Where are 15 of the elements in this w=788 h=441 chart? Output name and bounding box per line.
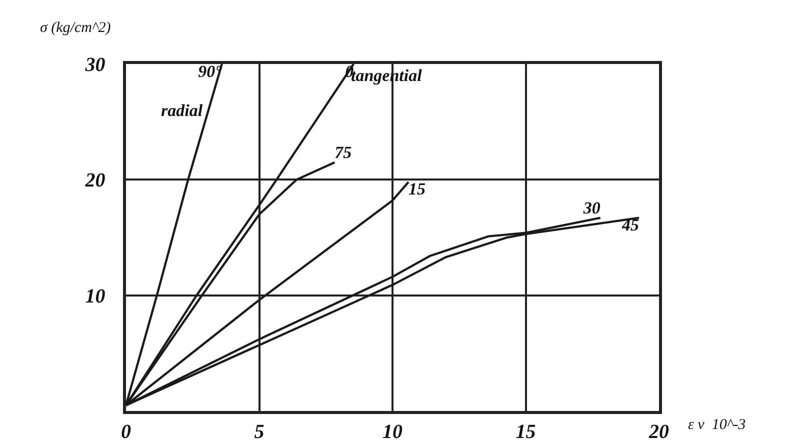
x-tick-label: 15: [516, 420, 536, 441]
x-tick-label: 20: [648, 420, 669, 441]
y-axis-title: σ (kg/cm^2): [40, 20, 111, 36]
x-axis-title: ε v 10^-3: [688, 417, 746, 433]
series-label: 75: [334, 143, 352, 162]
series-label: 15: [408, 180, 426, 199]
x-tick-label: 5: [254, 420, 264, 441]
y-tick-label: 10: [85, 285, 106, 308]
annotation: radial: [161, 101, 203, 120]
x-tick-label: 0: [121, 420, 131, 441]
series-label: 30: [582, 198, 601, 218]
y-tick-label: 30: [84, 54, 106, 76]
series-label: 45: [621, 216, 640, 235]
x-tick-label: 10: [382, 420, 402, 441]
y-tick-label: 20: [84, 170, 106, 192]
